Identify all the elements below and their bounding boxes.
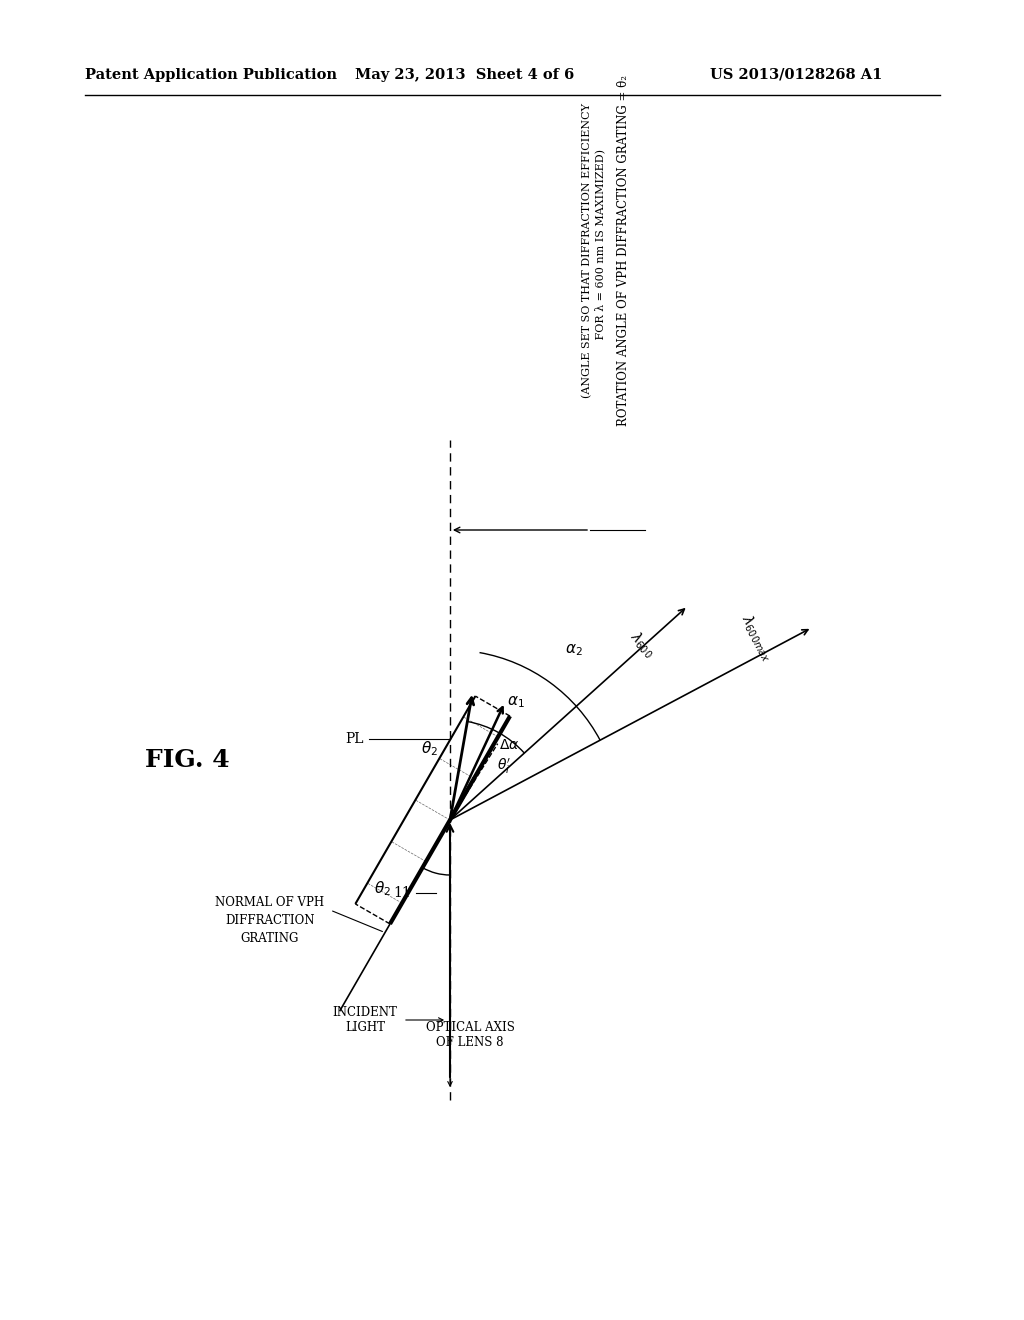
- Text: PL: PL: [345, 731, 364, 746]
- Text: US 2013/0128268 A1: US 2013/0128268 A1: [710, 69, 883, 82]
- Text: FIG. 4: FIG. 4: [145, 748, 229, 772]
- Text: $\alpha_1$: $\alpha_1$: [507, 694, 524, 710]
- Text: 11: 11: [393, 886, 412, 899]
- Text: (ANGLE SET SO THAT DIFFRACTION EFFICIENCY
   FOR λ = 600 nm IS MAXIMIZED): (ANGLE SET SO THAT DIFFRACTION EFFICIENC…: [583, 103, 605, 397]
- Text: $\theta_2$: $\theta_2$: [374, 879, 390, 898]
- Text: Patent Application Publication: Patent Application Publication: [85, 69, 337, 82]
- Text: May 23, 2013  Sheet 4 of 6: May 23, 2013 Sheet 4 of 6: [355, 69, 574, 82]
- Text: $\alpha_2$: $\alpha_2$: [564, 643, 583, 657]
- Text: $\theta_i'$: $\theta_i'$: [498, 756, 511, 776]
- Text: $\lambda_{600max}$: $\lambda_{600max}$: [737, 612, 776, 665]
- Text: $\lambda_{600}$: $\lambda_{600}$: [627, 628, 658, 661]
- Text: OPTICAL AXIS
OF LENS 8: OPTICAL AXIS OF LENS 8: [426, 1020, 514, 1049]
- Text: INCIDENT
LIGHT: INCIDENT LIGHT: [333, 1006, 397, 1034]
- Text: NORMAL OF VPH
DIFFRACTION
GRATING: NORMAL OF VPH DIFFRACTION GRATING: [215, 895, 325, 945]
- Text: ROTATION ANGLE OF VPH DIFFRACTION GRATING = θ₂: ROTATION ANGLE OF VPH DIFFRACTION GRATIN…: [617, 74, 630, 425]
- Text: $\Delta\alpha$: $\Delta\alpha$: [499, 738, 519, 752]
- Text: $\theta_2$: $\theta_2$: [421, 739, 438, 758]
